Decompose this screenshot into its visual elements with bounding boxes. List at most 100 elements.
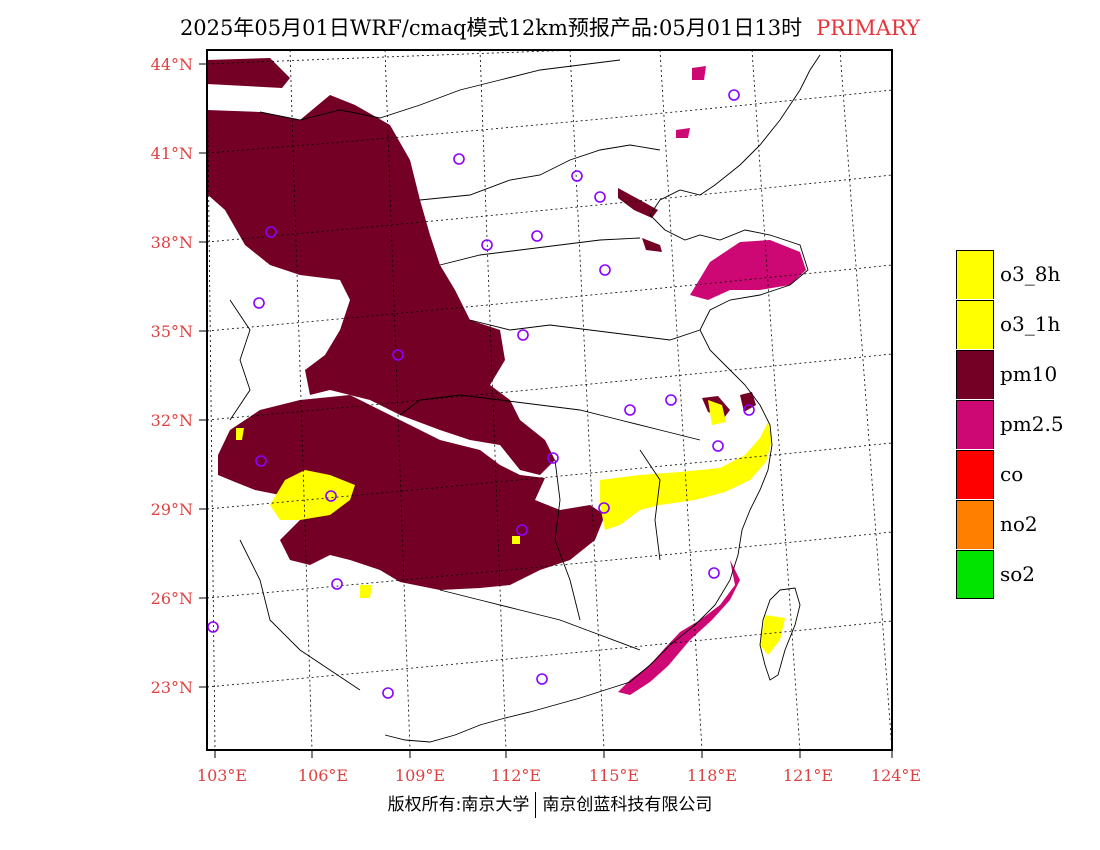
lon-label: 106°E: [298, 766, 348, 785]
station-marker: [728, 89, 740, 101]
station-marker: [665, 394, 677, 406]
legend-label: so2: [1000, 562, 1036, 586]
legend: o3_8h o3_1h pm10 pm2.5 co no2 so2: [956, 249, 1064, 599]
lon-label: 124°E: [871, 766, 921, 785]
legend-item-pm25: pm2.5: [956, 399, 1064, 449]
legend-item-pm10: pm10: [956, 349, 1064, 399]
station-marker: [516, 524, 528, 536]
legend-label: co: [1000, 462, 1024, 486]
taiwan-outline: [759, 587, 801, 681]
legend-label: pm2.5: [1000, 412, 1064, 436]
boundary-inner-8: [639, 449, 661, 561]
legend-label: o3_1h: [1000, 312, 1061, 336]
lat-label: 29°N: [151, 500, 193, 519]
boundary-inner-1: [419, 144, 661, 201]
station-marker: [265, 226, 277, 238]
pm10-patch-top: [207, 58, 290, 88]
graticule-lat-41: [207, 89, 892, 154]
lat-label: 32°N: [151, 411, 193, 430]
title-text: 2025年05月01日WRF/cmaq模式12km预报产品:05月01日13时: [179, 16, 803, 40]
o3-patch-small1: [360, 585, 372, 598]
pm10-patch-beijing: [618, 188, 658, 218]
graticule-lat-38: [207, 174, 892, 243]
lon-label: 103°E: [197, 766, 247, 785]
legend-item-co: co: [956, 449, 1064, 499]
station-marker: [517, 329, 529, 341]
pm25-patch-top: [692, 66, 706, 80]
boundary-inner-4: [399, 394, 701, 441]
station-marker: [531, 230, 543, 242]
station-marker: [331, 578, 343, 590]
o3-patch-small2: [236, 428, 244, 440]
map-title: 2025年05月01日WRF/cmaq模式12km预报产品:05月01日13时 P…: [0, 12, 1100, 42]
copyright-left: 版权所有:南京大学: [387, 795, 530, 815]
station-marker: [536, 673, 548, 685]
boundary-inner-9: [239, 539, 361, 691]
station-marker: [599, 264, 611, 276]
o3-patch-small3: [512, 536, 520, 544]
boundary-inner-2: [439, 237, 641, 266]
graticule-lon-106: [289, 50, 313, 750]
boundaries: [229, 54, 821, 743]
station-marker: [481, 239, 493, 251]
station-marker: [598, 502, 610, 514]
legend-item-o3-1h: o3_1h: [956, 299, 1064, 349]
graticule-lat-29: [207, 442, 892, 510]
graticule-lon-109: [384, 50, 411, 750]
boundary-inner-6: [229, 299, 251, 421]
pm25-patch-ne: [676, 128, 690, 138]
legend-item-so2: so2: [956, 549, 1064, 599]
footer-separator: [535, 792, 537, 818]
legend-swatch: [956, 299, 994, 349]
graticule-lat-35: [207, 264, 892, 332]
lon-label: 118°E: [687, 766, 737, 785]
boundary-north: [259, 59, 621, 121]
lat-label: 35°N: [151, 322, 193, 341]
lon-label: 115°E: [589, 766, 639, 785]
station-marker: [594, 191, 606, 203]
lon-label: 109°E: [395, 766, 445, 785]
station-marker: [708, 567, 720, 579]
pm10-patch-hebei: [642, 238, 662, 252]
lon-label: 121°E: [783, 766, 833, 785]
legend-swatch: [956, 349, 994, 399]
station-marker: [624, 404, 636, 416]
legend-swatch: [956, 399, 994, 449]
legend-swatch: [956, 449, 994, 499]
station-marker: [255, 455, 267, 467]
boundary-inner-7: [554, 459, 581, 621]
boundary-inner-5: [439, 589, 641, 651]
station-marker: [382, 687, 394, 699]
graticule-lon-115: [569, 50, 605, 750]
o3-region-east: [600, 422, 772, 530]
lat-label: 41°N: [151, 144, 193, 163]
coastline: [384, 54, 821, 743]
lat-label: 38°N: [151, 233, 193, 252]
copyright-right: 南京创蓝科技有限公司: [542, 795, 713, 815]
legend-swatch: [956, 499, 994, 549]
graticule-lon-121: [751, 50, 801, 750]
legend-label: no2: [1000, 512, 1038, 536]
lat-label: 23°N: [151, 678, 193, 697]
graticule-lon-103: [207, 50, 216, 750]
lat-label: 26°N: [151, 589, 193, 608]
lat-label: 44°N: [151, 55, 193, 74]
station-marker: [547, 452, 559, 464]
legend-item-o3-8h: o3_8h: [956, 249, 1064, 299]
pm10-region-south: [218, 395, 605, 590]
station-marker: [253, 297, 265, 309]
pm25-region-shandong: [690, 240, 806, 300]
o3-region-sichuan: [270, 470, 355, 520]
station-marker: [453, 153, 465, 165]
station-marker: [571, 170, 583, 182]
copyright-footer: 版权所有:南京大学 南京创蓝科技有限公司: [0, 790, 1100, 818]
station-marker: [325, 490, 337, 502]
graticule: [207, 50, 892, 750]
lon-axis: 103°E 106°E 109°E 112°E 115°E 118°E 121°…: [197, 750, 921, 785]
legend-swatch: [956, 549, 994, 599]
lat-axis: 44°N 41°N 38°N 35°N 32°N 29°N 26°N 23°N: [151, 55, 207, 697]
graticule-lon-124: [839, 50, 892, 750]
graticule-lat-23: [207, 620, 892, 688]
graticule-lon-118: [659, 50, 703, 750]
